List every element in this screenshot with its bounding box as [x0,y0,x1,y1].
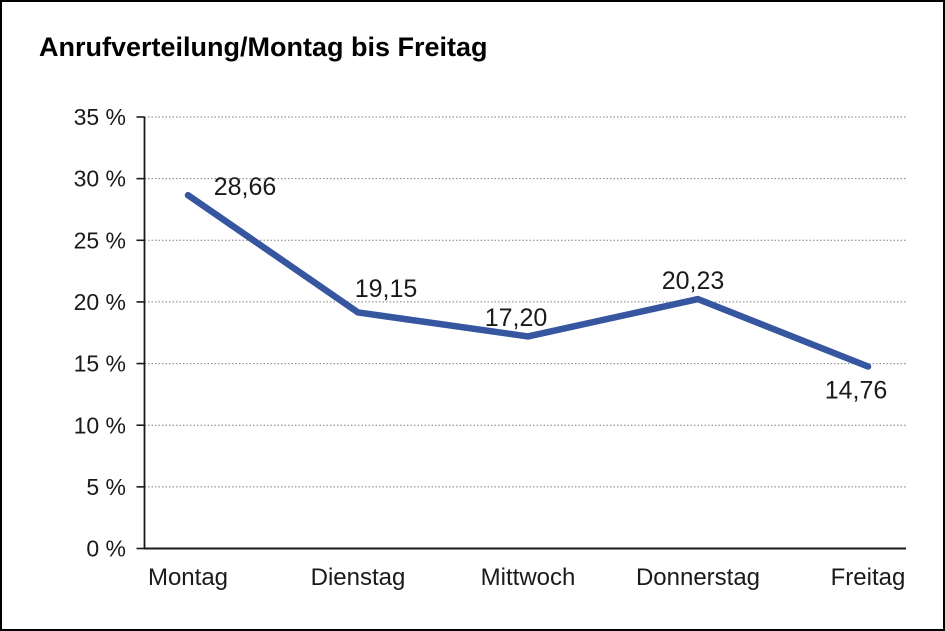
x-category-label: Donnerstag [636,564,760,591]
data-series-line [184,191,872,370]
x-category-label: Mittwoch [481,564,576,591]
y-tick-label: 5 % [86,474,126,500]
data-point-label: 28,66 [214,173,277,201]
y-tick-label: 35 % [74,104,126,130]
y-tick-label: 30 % [74,166,126,192]
y-tick-label: 10 % [74,412,126,438]
x-category-label: Dienstag [311,564,406,591]
y-tick-label: 25 % [74,227,126,253]
y-tick-label: 0 % [86,536,126,562]
data-point-label: 20,23 [662,267,725,295]
data-point-label: 14,76 [825,376,888,404]
x-category-label: Montag [148,564,228,591]
data-point-label: 17,20 [485,304,548,332]
x-category-label: Freitag [831,564,906,591]
chart-title: Anrufverteilung/Montag bis Freitag [39,32,488,62]
y-tick-label: 20 % [74,289,126,315]
data-point-label: 19,15 [355,275,418,303]
y-tick-label: 15 % [74,351,126,377]
